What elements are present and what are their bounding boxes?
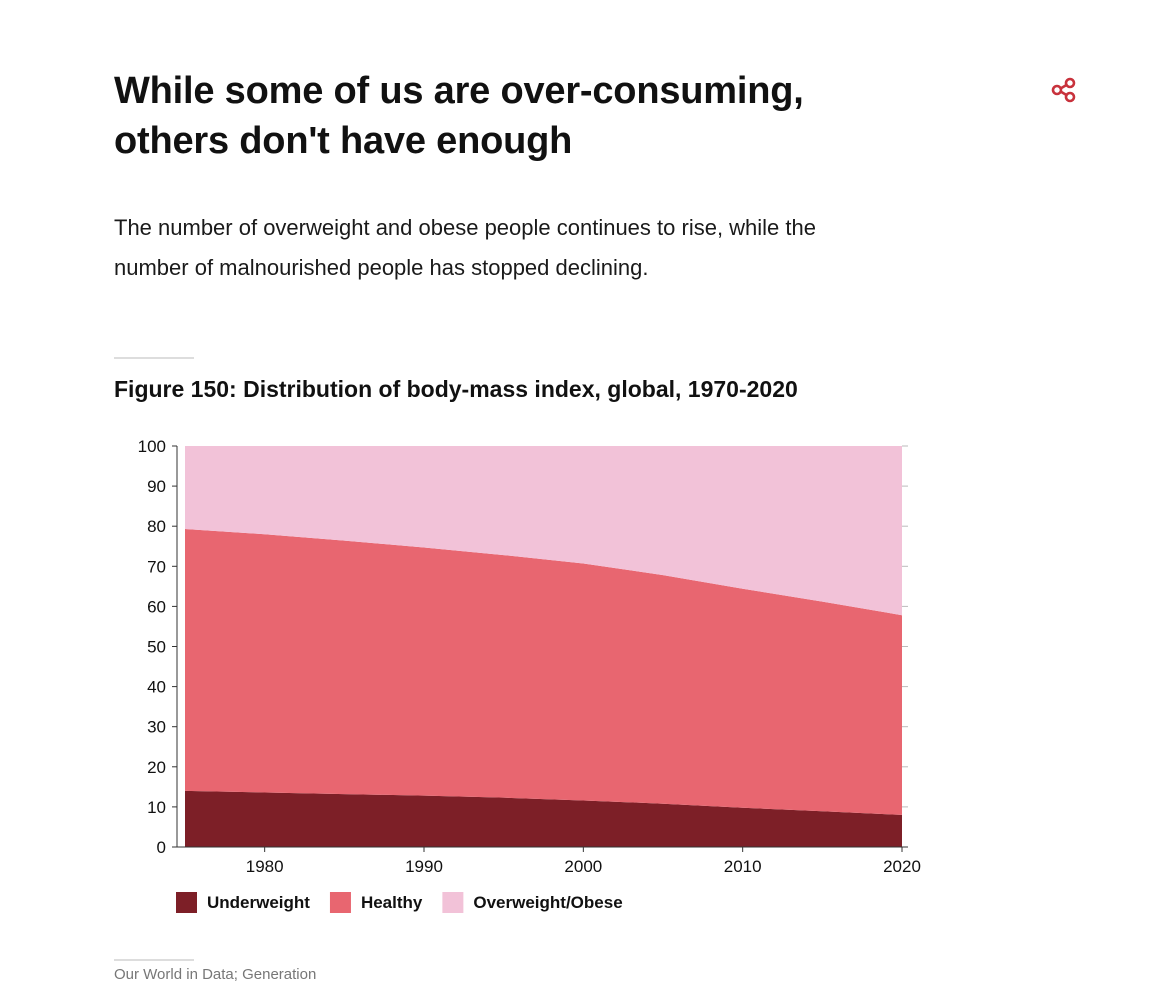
section-divider bbox=[114, 357, 194, 359]
area-overweight-obese bbox=[185, 446, 902, 616]
figure-title: Figure 150: Distribution of body-mass in… bbox=[114, 376, 798, 402]
page-subtitle: The number of overweight and obese peopl… bbox=[114, 208, 914, 288]
x-tick-label-1990: 1990 bbox=[405, 857, 443, 876]
y-tick-label-0: 0 bbox=[157, 838, 166, 857]
area-underweight bbox=[185, 790, 902, 847]
legend-label-overweight-obese: Overweight/Obese bbox=[473, 893, 622, 912]
y-tick-label-90: 90 bbox=[147, 477, 166, 496]
subtitle-line-2: number of malnourished people has stoppe… bbox=[114, 255, 649, 280]
y-tick-label-10: 10 bbox=[147, 798, 166, 817]
share-icon[interactable] bbox=[1050, 76, 1078, 104]
legend-swatch-overweight-obese bbox=[442, 892, 464, 913]
page-title-line-1: While some of us are over-consuming, bbox=[114, 70, 804, 112]
x-tick-label-1980: 1980 bbox=[246, 857, 284, 876]
source-divider bbox=[114, 959, 194, 961]
page-title-line-2: others don't have enough bbox=[114, 120, 573, 162]
y-tick-label-40: 40 bbox=[147, 678, 166, 697]
y-tick-label-80: 80 bbox=[147, 517, 166, 536]
y-tick-label-20: 20 bbox=[147, 758, 166, 777]
subtitle-line-1: The number of overweight and obese peopl… bbox=[114, 215, 816, 240]
legend-swatch-underweight bbox=[176, 892, 197, 913]
legend-label-healthy: Healthy bbox=[361, 893, 423, 912]
legend-swatch-healthy bbox=[329, 892, 351, 913]
bmi-area-chart: 0 10 20 30 40 50 60 70 80 90 100 1980 1990 2000 2010 20… bbox=[138, 437, 921, 913]
x-tick-label-2010: 2010 bbox=[724, 857, 762, 876]
y-tick-label-70: 70 bbox=[147, 557, 166, 576]
area-healthy bbox=[185, 529, 902, 815]
legend-label-underweight: Underweight bbox=[207, 893, 310, 912]
x-tick-label-2000: 2000 bbox=[564, 857, 602, 876]
page-title: While some of us are over-consuming, oth… bbox=[114, 66, 934, 166]
y-tick-label-60: 60 bbox=[147, 597, 166, 616]
y-tick-label-100: 100 bbox=[138, 437, 166, 456]
y-tick-label-50: 50 bbox=[147, 638, 166, 657]
y-tick-label-30: 30 bbox=[147, 718, 166, 737]
source-note: Our World in Data; Generation bbox=[114, 966, 317, 983]
x-tick-label-2020: 2020 bbox=[883, 857, 921, 876]
